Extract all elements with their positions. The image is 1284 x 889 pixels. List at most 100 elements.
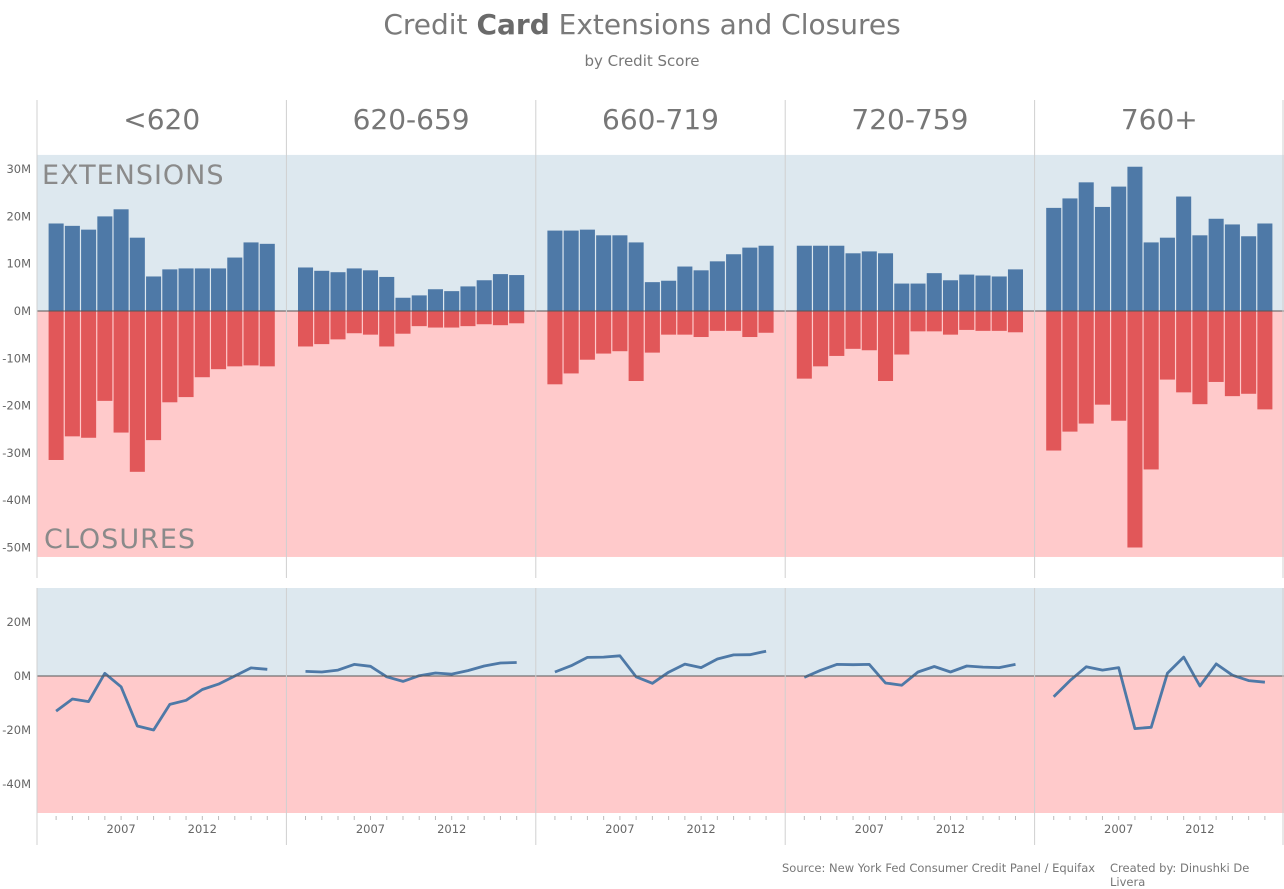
xtick-label: 2007 xyxy=(855,822,884,836)
extension-bar xyxy=(379,276,395,311)
closure-bar xyxy=(476,311,492,325)
group-header: 760+ xyxy=(1121,103,1198,136)
extension-bar xyxy=(1176,196,1192,311)
closure-bar xyxy=(346,311,362,334)
extension-bar xyxy=(861,251,877,311)
closure-bar xyxy=(330,311,346,340)
closure-bar xyxy=(861,311,877,351)
closure-bar xyxy=(194,311,210,378)
bottom-ytick-label: 20M xyxy=(6,615,31,629)
extension-bar xyxy=(910,283,926,311)
extension-bar xyxy=(579,229,595,311)
extension-bar xyxy=(612,235,628,311)
closure-bar xyxy=(211,311,227,370)
extension-bar xyxy=(1159,237,1175,311)
extensions-label: EXTENSIONS xyxy=(42,160,225,191)
extension-bar xyxy=(81,229,97,311)
closure-bar xyxy=(1127,311,1143,548)
closure-bar xyxy=(959,311,975,330)
closure-bar xyxy=(444,311,460,328)
extension-bar xyxy=(628,242,644,311)
top-ytick-label: 10M xyxy=(6,257,31,271)
closure-bar xyxy=(1143,311,1159,470)
extension-bar xyxy=(1078,182,1094,311)
extension-bar xyxy=(129,237,145,311)
closure-bar xyxy=(1046,311,1062,451)
net-negative-band xyxy=(37,676,1284,813)
extension-bar xyxy=(758,245,774,311)
extension-bar xyxy=(509,275,525,311)
closure-bar xyxy=(129,311,145,472)
extension-bar xyxy=(693,270,709,311)
extension-bar xyxy=(97,216,113,311)
title-bold: Card xyxy=(476,8,550,41)
closure-bar xyxy=(509,311,525,324)
closure-bar xyxy=(259,311,275,367)
closure-bar xyxy=(709,311,725,331)
extension-bar xyxy=(211,268,227,311)
closure-bar xyxy=(379,311,395,347)
xtick-label: 2007 xyxy=(1104,822,1133,836)
top-ytick-label: -40M xyxy=(2,493,31,507)
closure-bar xyxy=(742,311,758,338)
closure-bar xyxy=(162,311,178,403)
group-header: 620-659 xyxy=(353,103,470,136)
closure-bar xyxy=(1159,311,1175,380)
extension-bar xyxy=(709,261,725,311)
source-note: Source: New York Fed Consumer Credit Pan… xyxy=(782,861,1096,875)
closure-bar xyxy=(726,311,742,331)
extension-bar xyxy=(162,269,178,311)
extension-bar xyxy=(644,282,660,311)
group-header: 720-759 xyxy=(851,103,968,136)
extension-bar xyxy=(411,295,427,311)
title-post: Extensions and Closures xyxy=(549,8,901,41)
extension-bar xyxy=(1192,235,1208,311)
extension-bar xyxy=(243,242,259,311)
extension-bar xyxy=(959,274,975,311)
closure-bar xyxy=(411,311,427,327)
closure-bar xyxy=(1208,311,1224,382)
net-change-line xyxy=(803,663,1016,687)
extension-bar xyxy=(259,243,275,311)
closure-bar xyxy=(146,311,162,441)
extension-bar xyxy=(1224,224,1240,311)
net-change-line xyxy=(554,649,767,685)
closure-bar xyxy=(579,311,595,360)
net-positive-band xyxy=(37,588,1284,676)
closure-bar xyxy=(975,311,991,331)
extension-bar xyxy=(813,245,829,311)
closure-bar xyxy=(1192,311,1208,405)
chart-subtitle: by Credit Score xyxy=(584,52,700,70)
closure-bar xyxy=(460,311,476,327)
net-change-line xyxy=(55,666,268,732)
extension-bar xyxy=(314,270,330,311)
xtick-label: 2007 xyxy=(106,822,135,836)
extension-bar xyxy=(975,275,991,311)
closures-label: CLOSURES xyxy=(44,524,196,555)
extension-bar xyxy=(146,276,162,311)
extension-bar xyxy=(395,297,411,311)
extension-bar xyxy=(547,230,563,311)
extension-bar xyxy=(444,291,460,311)
closure-bar xyxy=(1241,311,1257,394)
closure-bar xyxy=(693,311,709,338)
extension-bar xyxy=(563,230,579,311)
group-header: <620 xyxy=(123,103,200,136)
extension-bar xyxy=(227,257,243,311)
closure-bar xyxy=(1007,311,1023,333)
closure-bar xyxy=(298,311,314,347)
top-ytick-label: 0M xyxy=(14,304,31,318)
closure-bar xyxy=(845,311,861,349)
extension-bar xyxy=(596,235,612,311)
extension-bar xyxy=(661,280,677,311)
extension-bar xyxy=(796,245,812,311)
closure-bar xyxy=(1111,311,1127,421)
closure-bar xyxy=(81,311,97,438)
closure-bar xyxy=(427,311,443,328)
closure-bar xyxy=(547,311,563,385)
closure-bar xyxy=(758,311,774,333)
extension-bar xyxy=(362,270,379,311)
closure-bar xyxy=(796,311,812,379)
closure-bar xyxy=(1176,311,1192,393)
